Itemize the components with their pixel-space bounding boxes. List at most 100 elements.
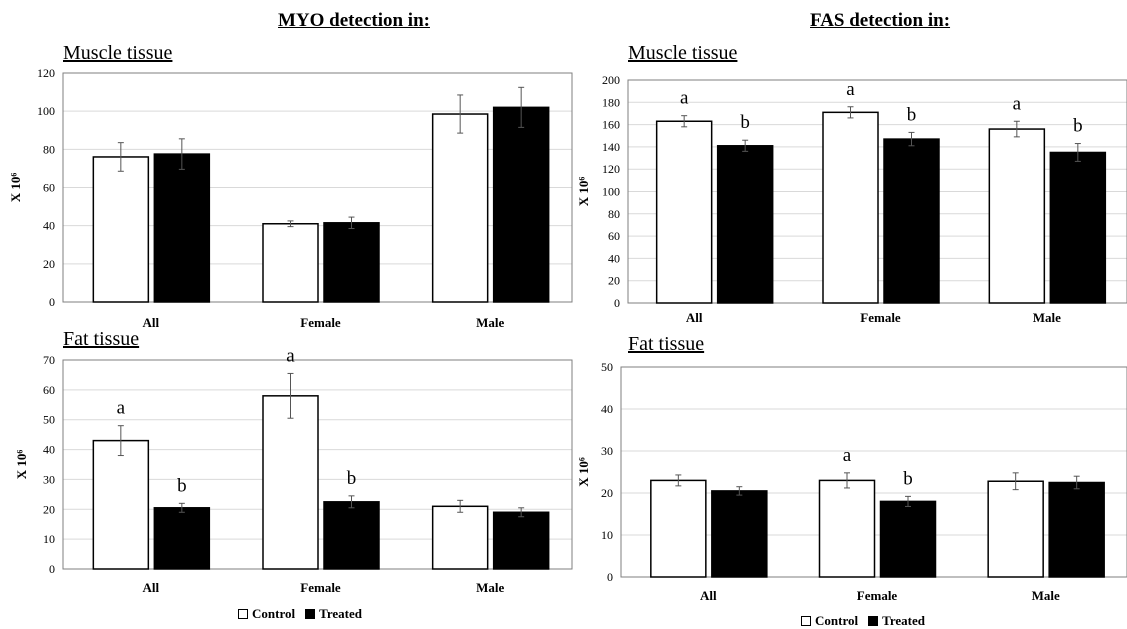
legend-treated-label: Treated bbox=[319, 606, 362, 621]
y-tick-label: 40 bbox=[43, 443, 55, 457]
y-tick-label: 50 bbox=[601, 360, 613, 374]
y-tick-label: 40 bbox=[43, 219, 55, 233]
y-tick-label: 140 bbox=[602, 140, 620, 154]
category-label: All bbox=[143, 315, 160, 330]
treated-bar bbox=[711, 490, 768, 578]
y-tick-label: 30 bbox=[43, 472, 55, 486]
control-bar bbox=[650, 479, 707, 578]
myo-fat-title: Fat tissue bbox=[63, 328, 140, 350]
y-axis-label: X 10⁶ bbox=[576, 177, 591, 207]
y-tick-label: 80 bbox=[43, 142, 55, 156]
y-tick-label: 60 bbox=[43, 181, 55, 195]
significance-label: a bbox=[117, 398, 126, 419]
treated-bar bbox=[492, 106, 550, 303]
y-tick-label: 0 bbox=[607, 570, 613, 584]
treated-bar bbox=[323, 501, 380, 570]
control-bar bbox=[655, 120, 713, 304]
y-tick-label: 100 bbox=[602, 185, 620, 199]
treated-bar bbox=[323, 222, 380, 303]
control-bar bbox=[92, 156, 150, 303]
category-label: Female bbox=[300, 580, 341, 595]
treated-bar bbox=[1048, 481, 1105, 578]
treated-swatch bbox=[305, 609, 316, 619]
category-label: Male bbox=[1032, 588, 1060, 603]
significance-label: a bbox=[846, 79, 855, 100]
fas-fat-title: Fat tissue bbox=[628, 333, 705, 355]
significance-label: b bbox=[177, 475, 187, 496]
control-bar bbox=[92, 439, 150, 570]
y-tick-label: 10 bbox=[601, 528, 613, 542]
significance-label: a bbox=[680, 88, 689, 109]
treated-bar bbox=[879, 500, 937, 578]
y-tick-label: 20 bbox=[601, 486, 613, 500]
significance-label: b bbox=[903, 468, 913, 489]
treated-bar bbox=[883, 138, 940, 304]
significance-label: a bbox=[843, 445, 852, 466]
y-tick-label: 40 bbox=[608, 251, 620, 265]
treated-bar bbox=[153, 153, 211, 303]
significance-label: b bbox=[1073, 116, 1083, 137]
y-tick-label: 200 bbox=[602, 73, 620, 87]
y-tick-label: 40 bbox=[601, 402, 613, 416]
category-label: All bbox=[686, 310, 703, 325]
myo-muscle-title: Muscle tissue bbox=[63, 42, 173, 64]
category-label: Female bbox=[860, 310, 901, 325]
control-swatch bbox=[238, 609, 248, 619]
control-bar bbox=[987, 480, 1044, 578]
y-tick-label: 120 bbox=[37, 66, 55, 80]
fas-legend: Control Treated bbox=[801, 613, 925, 629]
significance-label: b bbox=[347, 468, 357, 489]
significance-label: b bbox=[740, 112, 750, 133]
y-tick-label: 160 bbox=[602, 118, 620, 132]
myo-heading: MYO detection in: bbox=[278, 10, 430, 31]
category-label: Male bbox=[476, 580, 504, 595]
y-tick-label: 20 bbox=[43, 257, 55, 271]
y-tick-label: 60 bbox=[608, 229, 620, 243]
legend-treated-label: Treated bbox=[882, 613, 925, 628]
y-axis-label: X 10⁶ bbox=[576, 457, 591, 487]
control-bar bbox=[818, 479, 876, 578]
control-swatch bbox=[801, 616, 811, 626]
treated-swatch bbox=[868, 616, 879, 626]
control-bar bbox=[988, 128, 1046, 304]
y-tick-label: 60 bbox=[43, 383, 55, 397]
myo-legend: Control Treated bbox=[238, 606, 362, 622]
y-tick-label: 50 bbox=[43, 413, 55, 427]
legend-control-label: Control bbox=[252, 606, 296, 621]
y-tick-label: 80 bbox=[608, 207, 620, 221]
y-tick-label: 0 bbox=[49, 562, 55, 576]
y-tick-label: 10 bbox=[43, 532, 55, 546]
y-tick-label: 0 bbox=[614, 296, 620, 310]
y-tick-label: 70 bbox=[43, 353, 55, 367]
treated-bar bbox=[716, 145, 774, 304]
treated-bar bbox=[492, 511, 550, 570]
control-bar bbox=[431, 505, 489, 570]
y-tick-label: 20 bbox=[608, 274, 620, 288]
control-bar bbox=[431, 113, 489, 303]
category-label: All bbox=[143, 580, 160, 595]
control-bar bbox=[262, 223, 319, 303]
treated-bar bbox=[153, 507, 211, 570]
control-bar bbox=[822, 111, 879, 304]
y-tick-label: 30 bbox=[601, 444, 613, 458]
y-axis-label: X 10⁶ bbox=[8, 173, 23, 203]
category-label: Male bbox=[1033, 310, 1061, 325]
y-tick-label: 20 bbox=[43, 502, 55, 516]
significance-label: a bbox=[1013, 93, 1022, 114]
category-label: Female bbox=[857, 588, 898, 603]
treated-bar bbox=[1049, 151, 1107, 304]
y-tick-label: 0 bbox=[49, 295, 55, 309]
category-label: Male bbox=[476, 315, 504, 330]
significance-label: a bbox=[286, 345, 295, 366]
y-tick-label: 100 bbox=[37, 104, 55, 118]
category-label: Female bbox=[300, 315, 341, 330]
fas-muscle-title: Muscle tissue bbox=[628, 42, 738, 64]
y-tick-label: 120 bbox=[602, 162, 620, 176]
y-axis-label: X 10⁶ bbox=[14, 450, 29, 480]
y-tick-label: 180 bbox=[602, 95, 620, 109]
control-bar bbox=[262, 395, 319, 570]
legend-control-label: Control bbox=[815, 613, 859, 628]
fas-heading: FAS detection in: bbox=[810, 10, 951, 31]
significance-label: b bbox=[907, 104, 917, 125]
